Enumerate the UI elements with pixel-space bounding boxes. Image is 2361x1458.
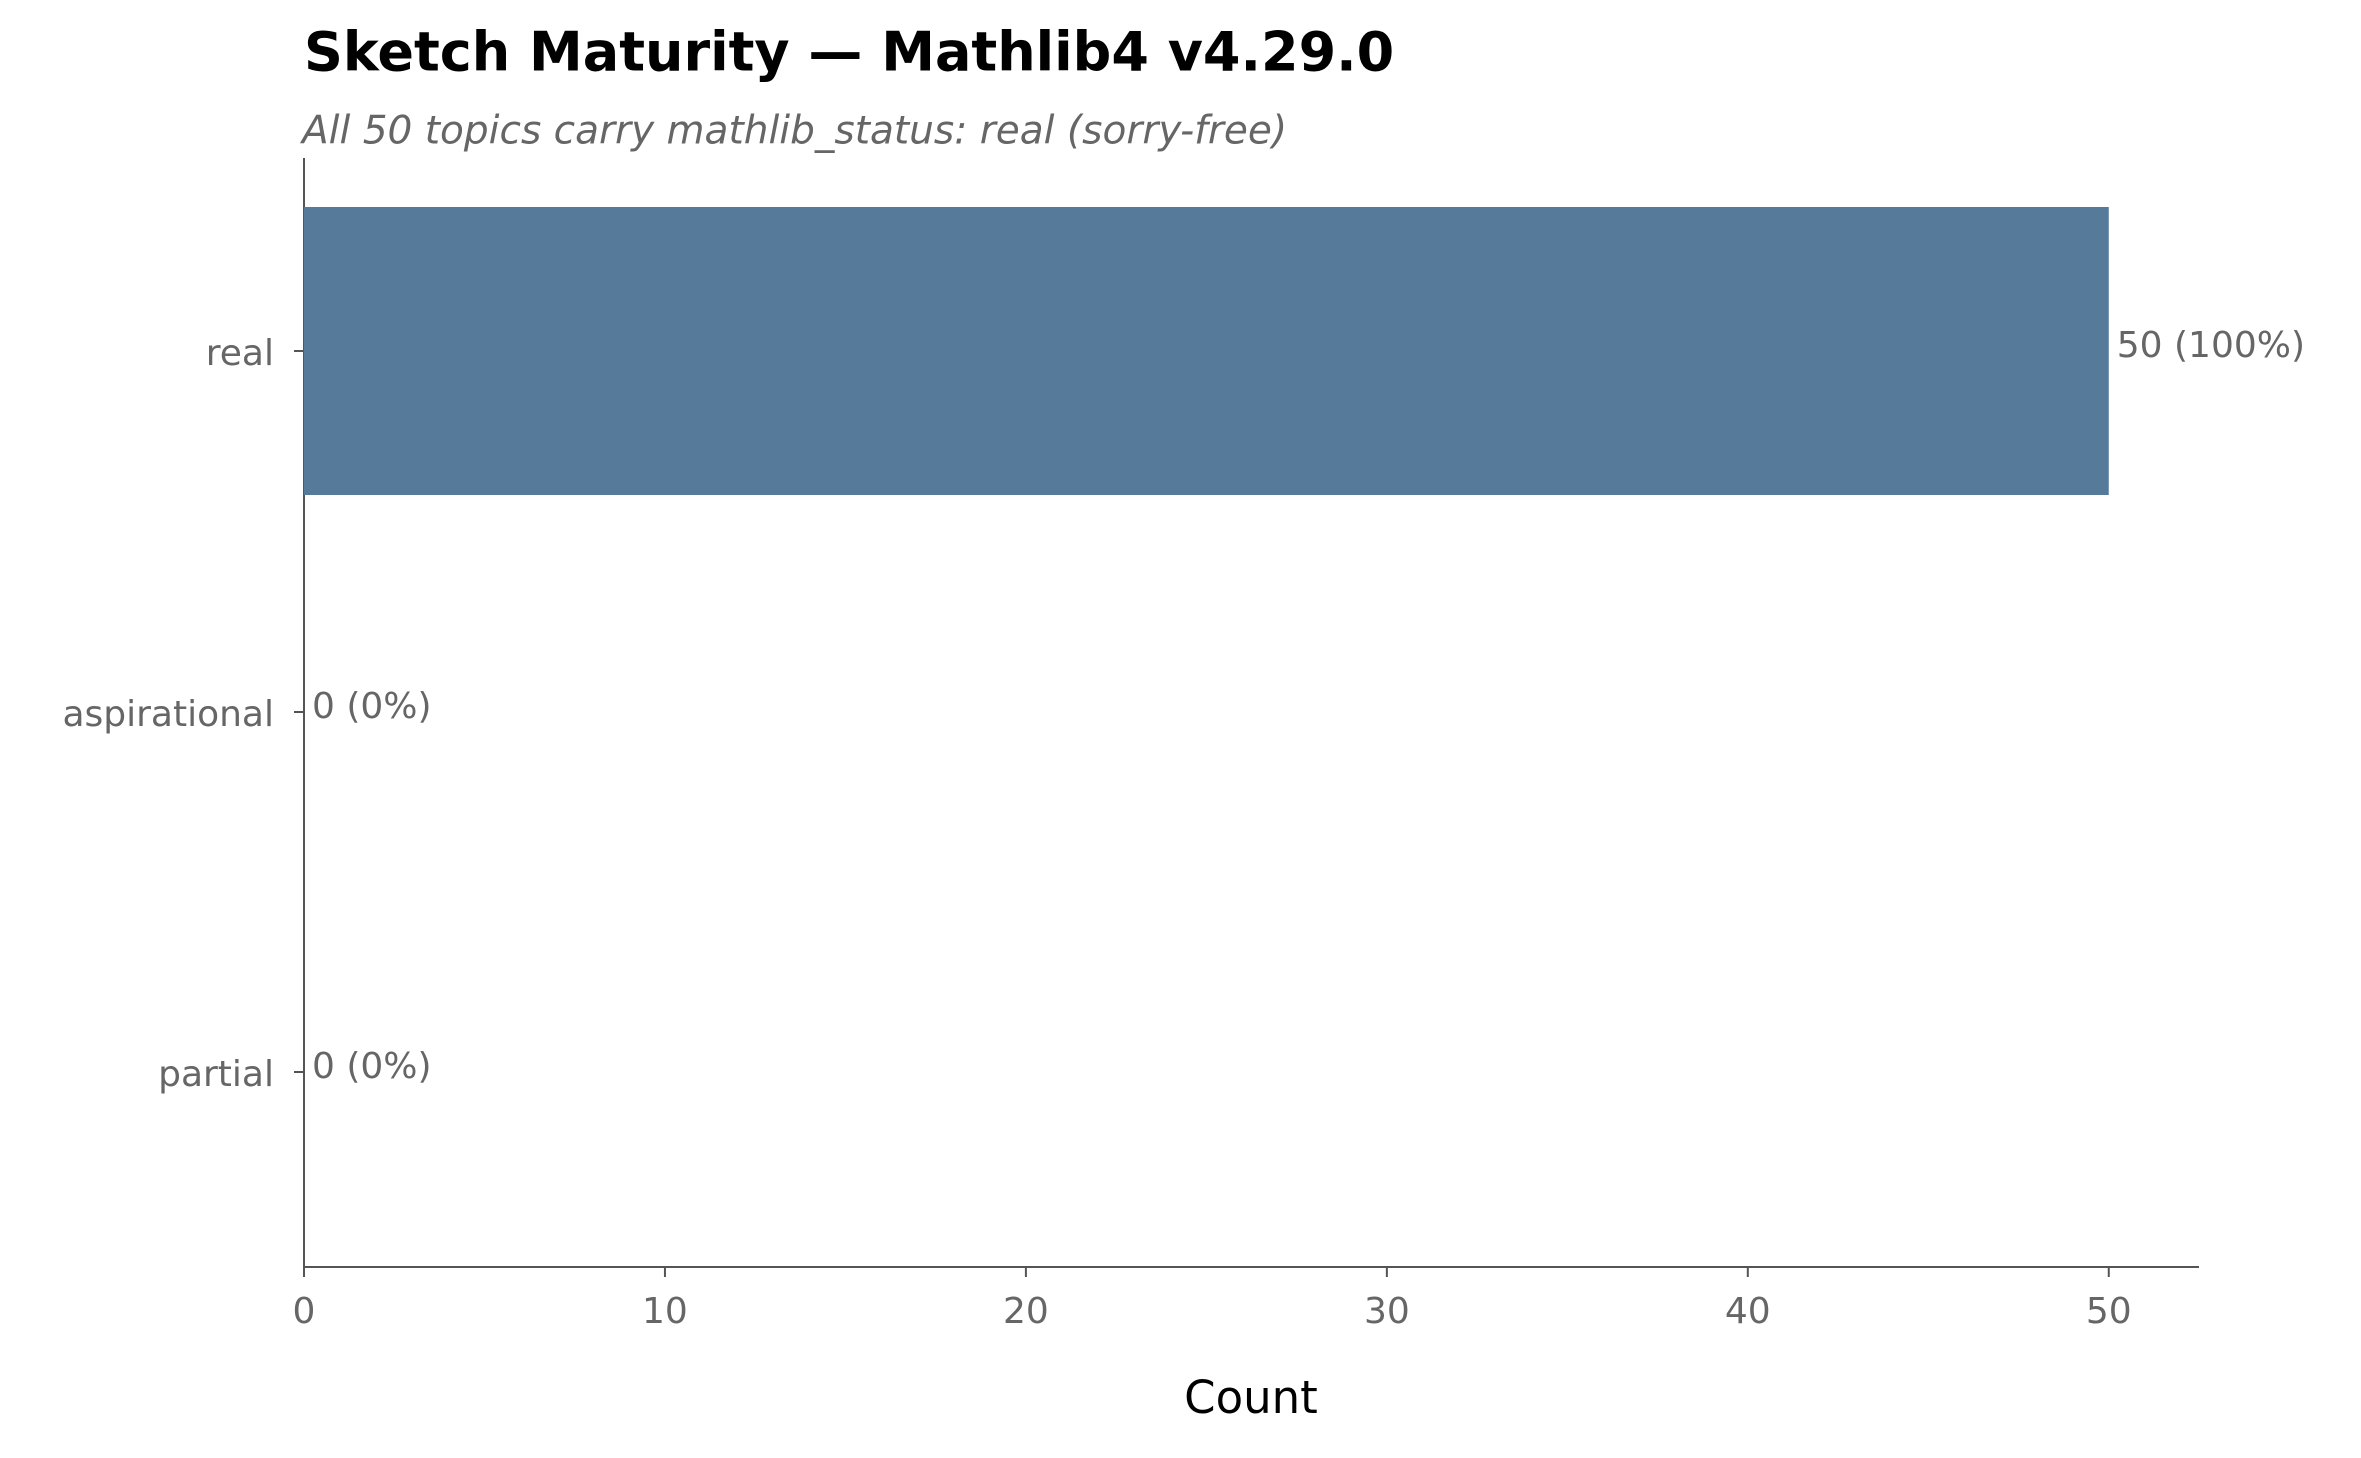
value-label: 50 (100%): [2117, 325, 2305, 366]
value-label: 0 (0%): [312, 686, 432, 727]
value-label: 0 (0%): [312, 1046, 432, 1087]
y-tick-label: real: [206, 333, 274, 374]
chart-subtitle: All 50 topics carry mathlib_status: real…: [299, 109, 1287, 154]
chart-title: Sketch Maturity — Mathlib4 v4.29.0: [304, 21, 1394, 84]
y-tick-label: partial: [158, 1054, 274, 1095]
x-tick-label: 0: [293, 1291, 316, 1332]
x-axis-label: Count: [1184, 1371, 1318, 1424]
y-tick-label: aspirational: [62, 694, 274, 735]
bar: [304, 207, 2109, 495]
x-tick-label: 20: [1003, 1291, 1049, 1332]
x-tick-label: 30: [1364, 1291, 1410, 1332]
x-tick-label: 10: [642, 1291, 688, 1332]
x-tick-label: 40: [1725, 1291, 1771, 1332]
x-tick-label: 50: [2086, 1291, 2132, 1332]
